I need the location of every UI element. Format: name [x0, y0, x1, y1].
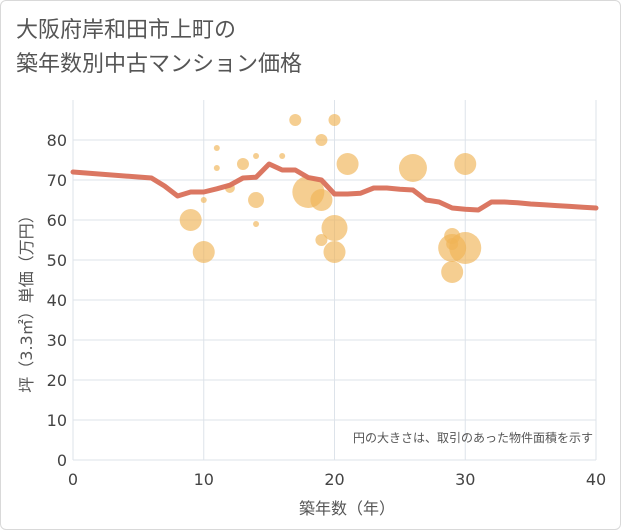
bubble-point: [398, 154, 427, 182]
bubble-point: [253, 153, 260, 159]
size-annotation: 円の大きさは、取引のあった物件面積を示す: [353, 430, 593, 445]
bubble-point: [248, 192, 265, 208]
bubble-point: [321, 215, 348, 241]
chart-title: 大阪府岸和田市上町の 築年数別中古マンション価格: [16, 14, 302, 82]
bubble-point: [192, 241, 215, 263]
bubble-point: [200, 197, 207, 203]
trend-line-series: [70, 161, 599, 213]
y-tick-label: 30: [47, 331, 67, 350]
x-tick-label: 40: [586, 470, 606, 489]
y-tick-label: 0: [57, 451, 67, 470]
x-tick-label: 0: [68, 470, 78, 489]
x-tick-label: 20: [324, 470, 344, 489]
bubble-point: [179, 209, 202, 231]
trend-line: [70, 161, 599, 213]
bubble-point: [315, 134, 328, 146]
bubble-point: [310, 189, 333, 211]
bubble-point: [454, 153, 477, 175]
bubble-point: [236, 158, 249, 170]
bubble-point: [289, 114, 302, 126]
bubble-point: [449, 232, 482, 264]
bubble-point: [315, 234, 328, 246]
x-axis-label: 築年数（年）: [299, 499, 395, 518]
y-tick-labels: 0 10 20 30 40 50 60 70 80: [47, 131, 67, 470]
title-line-2: 築年数別中古マンション価格: [16, 52, 303, 77]
y-tick-label: 20: [47, 371, 67, 390]
y-tick-label: 80: [47, 131, 67, 150]
bubble-point: [328, 114, 341, 126]
title-line-1: 大阪府岸和田市上町の: [16, 18, 237, 43]
y-axis-label: 坪（3.3㎡）単価（万円）: [17, 207, 36, 392]
bubble-point: [253, 221, 260, 227]
y-tick-label: 10: [47, 411, 67, 430]
bubble-point: [336, 153, 359, 175]
bubble-point: [279, 153, 286, 159]
x-tick-label: 30: [455, 470, 475, 489]
bubble-point: [213, 145, 220, 151]
bubble-series: [179, 114, 482, 283]
bubble-point: [323, 241, 346, 263]
bubble-point: [441, 261, 464, 283]
grid-lines: [72, 100, 597, 461]
y-tick-label: 50: [47, 251, 67, 270]
bubble-point: [213, 165, 220, 171]
y-tick-label: 60: [47, 211, 67, 230]
x-tick-labels: 0 10 20 30 40: [68, 470, 606, 489]
y-tick-label: 40: [47, 291, 67, 310]
x-tick-label: 10: [194, 470, 214, 489]
y-tick-label: 70: [47, 171, 67, 190]
